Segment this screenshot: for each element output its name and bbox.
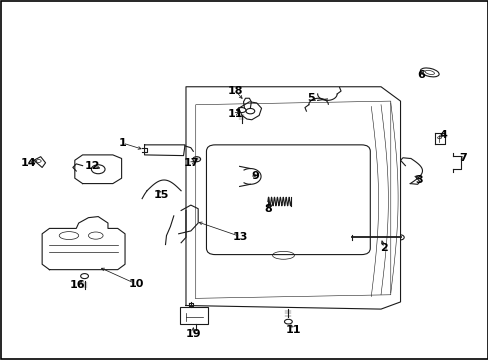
Text: 8: 8 [264,204,271,215]
Text: 15: 15 [154,190,169,200]
Text: 11: 11 [285,325,301,335]
Text: 19: 19 [185,329,201,339]
Text: 4: 4 [438,130,446,140]
Text: 13: 13 [232,232,248,242]
Text: 12: 12 [84,161,100,171]
Text: 17: 17 [183,158,199,168]
Text: 9: 9 [251,171,259,181]
Text: 3: 3 [414,175,422,185]
Text: 11: 11 [227,109,243,119]
Text: 2: 2 [379,243,387,253]
Text: 7: 7 [458,153,466,163]
Text: 18: 18 [227,86,243,96]
Text: 14: 14 [21,158,37,168]
Text: 5: 5 [306,93,314,103]
Text: 10: 10 [128,279,143,289]
Text: 1: 1 [119,138,126,148]
Text: 16: 16 [70,280,85,290]
Text: 6: 6 [416,70,424,80]
